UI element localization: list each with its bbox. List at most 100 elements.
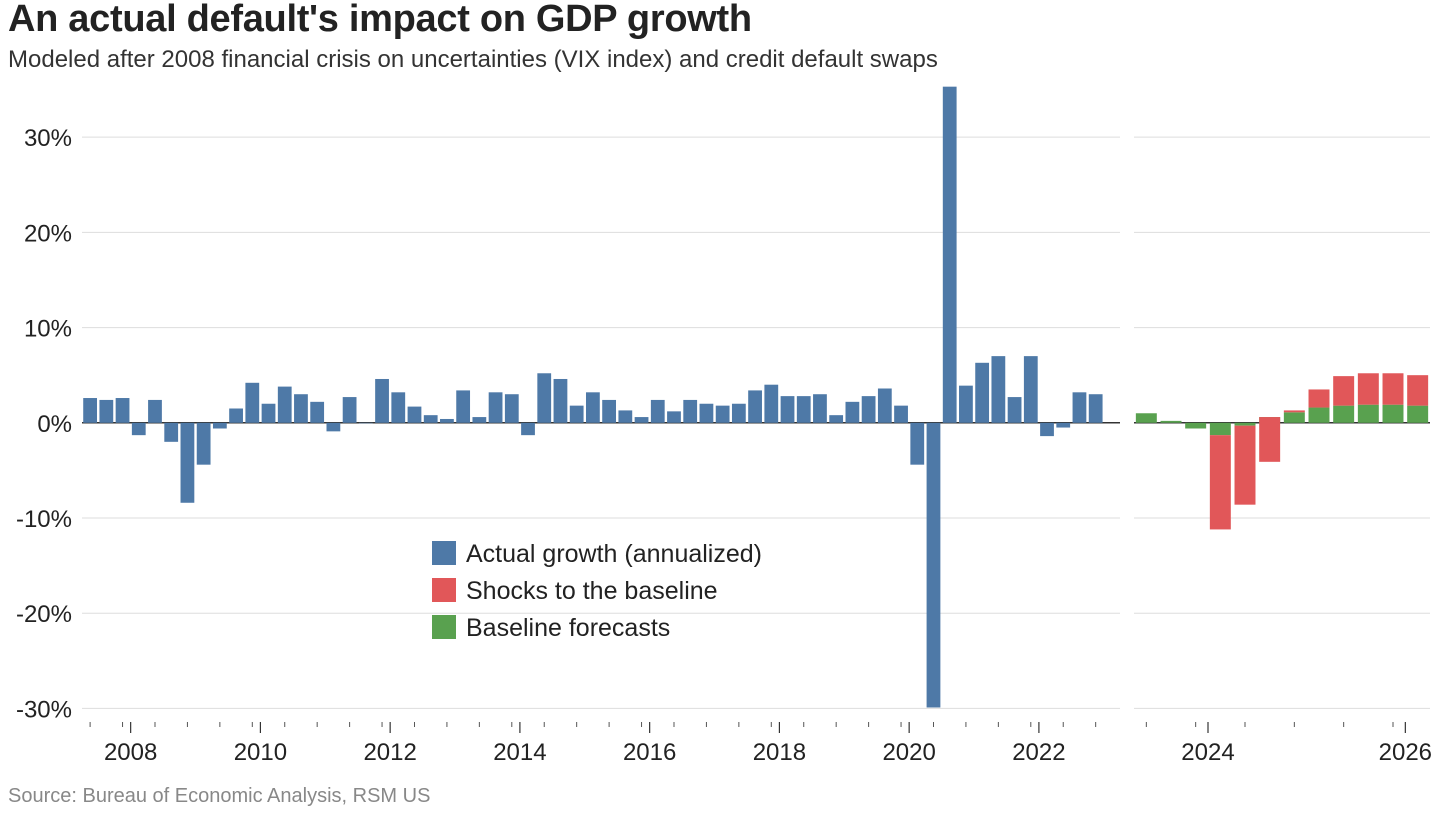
bar-actual bbox=[618, 410, 633, 423]
bar-actual bbox=[1023, 356, 1038, 423]
legend: Actual growth (annualized) Shocks to the … bbox=[432, 540, 762, 642]
legend-swatch bbox=[432, 541, 456, 565]
y-tick-label: 0% bbox=[37, 411, 72, 438]
bar-baseline bbox=[1135, 413, 1157, 423]
legend-swatch bbox=[432, 578, 456, 602]
bar-actual bbox=[585, 392, 600, 423]
bar-baseline bbox=[1234, 422, 1256, 426]
legend-swatch bbox=[432, 615, 456, 639]
bar-actual bbox=[407, 406, 422, 423]
bar-actual bbox=[780, 396, 795, 423]
bar-actual bbox=[472, 417, 487, 423]
bar-actual bbox=[229, 408, 243, 423]
legend-label: Shocks to the baseline bbox=[466, 577, 718, 605]
x-tick-label: 2022 bbox=[1012, 739, 1065, 766]
chart-subtitle: Modeled after 2008 financial crisis on u… bbox=[8, 46, 938, 73]
y-tick-label: -30% bbox=[16, 696, 72, 723]
bar-actual bbox=[796, 396, 811, 423]
bar-baseline bbox=[1283, 412, 1305, 423]
bar-actual bbox=[375, 378, 389, 423]
bar-baseline bbox=[1357, 404, 1379, 423]
bar-baseline bbox=[1185, 422, 1207, 429]
bar-actual bbox=[131, 422, 146, 436]
x-tick-label: 2024 bbox=[1181, 739, 1234, 766]
bar-actual bbox=[553, 378, 568, 423]
bar-actual bbox=[537, 373, 552, 423]
bar-shock bbox=[1234, 425, 1256, 505]
y-tick-label: -20% bbox=[16, 601, 72, 628]
bar-actual bbox=[245, 382, 260, 423]
bar-actual bbox=[813, 394, 827, 423]
x-tick-label: 2008 bbox=[104, 739, 157, 766]
source-note: Source: Bureau of Economic Analysis, RSM… bbox=[8, 785, 431, 807]
bar-shock bbox=[1209, 435, 1231, 530]
bar-actual bbox=[488, 392, 503, 423]
bar-actual bbox=[910, 422, 925, 465]
bar-actual bbox=[99, 399, 114, 423]
bar-actual bbox=[504, 394, 519, 423]
x-tick-label: 2012 bbox=[363, 739, 416, 766]
bar-actual bbox=[1088, 394, 1103, 423]
x-tick-label: 2010 bbox=[234, 739, 287, 766]
axis-layer: 30% 20% 10% 0% -10% -20% -30% 2008 2010 2012 2014 2… bbox=[16, 125, 1432, 766]
bar-actual bbox=[650, 399, 665, 423]
bar-shock bbox=[1407, 375, 1429, 406]
bar-baseline bbox=[1382, 404, 1404, 423]
bar-actual bbox=[342, 397, 357, 423]
bar-actual bbox=[845, 401, 860, 423]
bar-actual bbox=[456, 390, 471, 423]
legend-label: Baseline forecasts bbox=[466, 614, 670, 642]
bar-actual bbox=[1056, 422, 1071, 428]
legend-label: Actual growth (annualized) bbox=[466, 540, 762, 568]
bar-actual bbox=[942, 86, 957, 423]
bar-actual bbox=[261, 403, 276, 423]
bar-shock bbox=[1259, 417, 1281, 462]
bar-layer bbox=[83, 86, 1429, 708]
bar-shock bbox=[1357, 373, 1379, 405]
x-tick-label: 2014 bbox=[493, 739, 546, 766]
bar-actual bbox=[699, 403, 714, 423]
bar-actual bbox=[926, 422, 941, 708]
bar-shock bbox=[1382, 373, 1404, 405]
bar-actual bbox=[521, 422, 535, 436]
bar-actual bbox=[164, 422, 179, 442]
bar-actual bbox=[294, 394, 308, 423]
bar-actual bbox=[764, 384, 779, 423]
bar-actual bbox=[180, 422, 195, 503]
y-tick-label: -10% bbox=[16, 506, 72, 533]
bar-actual bbox=[310, 401, 325, 423]
x-tick-label: 2020 bbox=[882, 739, 935, 766]
bar-actual bbox=[959, 385, 973, 423]
y-tick-label: 10% bbox=[24, 316, 72, 343]
bar-actual bbox=[715, 405, 730, 423]
bar-actual bbox=[683, 399, 698, 423]
bar-baseline bbox=[1333, 405, 1355, 423]
bar-actual bbox=[861, 396, 876, 423]
bar-actual bbox=[358, 422, 373, 424]
bar-actual bbox=[877, 388, 892, 423]
y-tick-label: 30% bbox=[24, 125, 72, 152]
bar-actual bbox=[440, 418, 454, 423]
bar-actual bbox=[1040, 422, 1054, 437]
bar-actual bbox=[569, 405, 584, 423]
bar-actual bbox=[975, 362, 990, 423]
bar-actual bbox=[894, 405, 908, 423]
bar-shock bbox=[1308, 389, 1330, 408]
bar-actual bbox=[212, 422, 227, 429]
bar-baseline bbox=[1160, 420, 1182, 423]
bar-actual bbox=[83, 398, 98, 423]
x-tick-label: 2026 bbox=[1379, 739, 1432, 766]
bar-actual bbox=[829, 415, 844, 423]
bar-actual bbox=[148, 399, 162, 423]
bar-actual bbox=[115, 398, 130, 423]
bar-actual bbox=[731, 403, 746, 423]
bar-actual bbox=[634, 417, 649, 423]
bar-actual bbox=[277, 386, 292, 423]
bar-actual bbox=[423, 415, 438, 423]
bar-baseline bbox=[1407, 405, 1429, 423]
bar-actual bbox=[326, 422, 341, 432]
chart-title: An actual default's impact on GDP growth bbox=[8, 0, 752, 40]
bar-actual bbox=[391, 392, 406, 423]
bar-actual bbox=[1072, 392, 1087, 423]
x-tick-label: 2018 bbox=[753, 739, 806, 766]
